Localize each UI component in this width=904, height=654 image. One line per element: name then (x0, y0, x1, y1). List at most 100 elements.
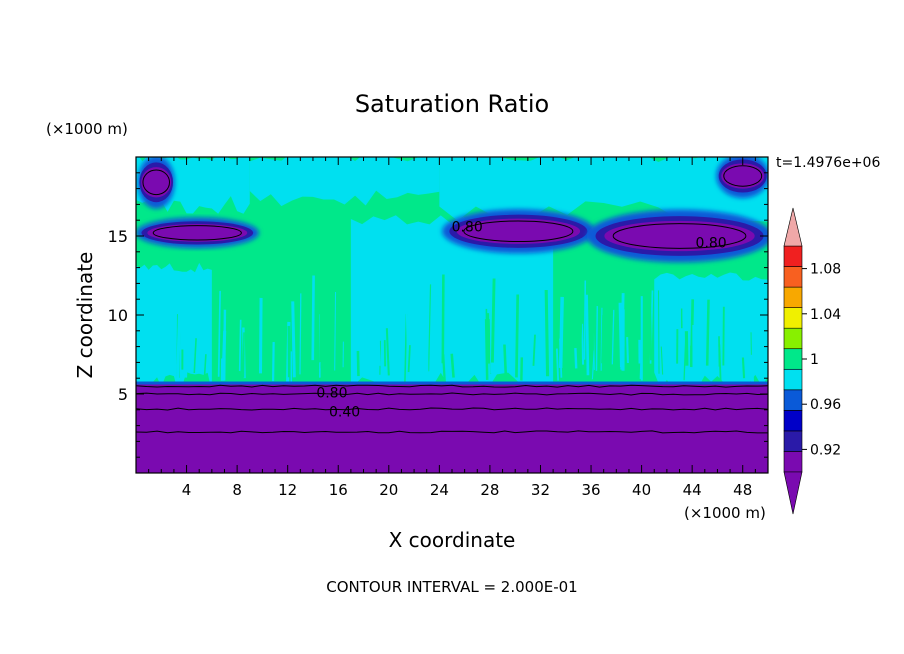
x-tick-label: 24 (430, 481, 449, 499)
convective-streak (589, 297, 593, 366)
convective-streak (441, 274, 445, 364)
convective-streak (389, 297, 393, 362)
convective-streak (450, 353, 455, 378)
colorbar-bin (783, 307, 803, 329)
contour-lines (136, 165, 768, 434)
colorbar-bin (783, 286, 803, 308)
x-tick-label: 48 (733, 481, 752, 499)
convective-streak (660, 346, 664, 375)
dry-patch-core (141, 167, 172, 198)
convective-streak (238, 319, 242, 372)
contour-interval-footer: CONTOUR INTERVAL = 2.000E-01 (326, 578, 577, 596)
contour-label: 0.40 (329, 404, 360, 420)
colorbar-bin (783, 348, 803, 370)
moist-band-region (249, 157, 440, 207)
contour-line (142, 169, 170, 196)
convective-streak (334, 292, 337, 371)
y-tick-label: 5 (118, 385, 128, 404)
contour-line (152, 225, 242, 241)
convective-streak (356, 350, 360, 377)
convective-streak (484, 319, 489, 380)
x-tick-label: 40 (632, 481, 651, 499)
y-tick-label: 10 (108, 306, 128, 325)
convective-streak (515, 294, 520, 378)
dry-patch-core (147, 223, 248, 242)
colorbar-tick-label: 0.96 (810, 397, 841, 413)
convective-streak (299, 293, 302, 375)
convective-streak (385, 328, 390, 376)
convective-streak (407, 345, 411, 373)
x-tick-label: 8 (232, 481, 242, 499)
convective-streak (648, 278, 653, 361)
colorbar: 0.92 0.96 1 1.04 1.08 (783, 207, 841, 515)
convective-streak (193, 338, 197, 374)
contour-label: 0.80 (452, 220, 483, 236)
convective-streak (639, 354, 643, 379)
convective-streak (405, 285, 409, 362)
contour-line (136, 392, 768, 396)
convective-streak (221, 330, 227, 381)
convective-streak (375, 311, 381, 366)
convective-streak (409, 320, 414, 360)
convective-streak (725, 352, 730, 383)
convective-streak (580, 323, 585, 365)
time-label: t=1.4976e+06 (776, 155, 880, 171)
convective-streak (426, 275, 431, 363)
convective-streak (741, 357, 746, 379)
contour-label: 0.80 (316, 385, 347, 401)
convective-streak (535, 343, 540, 366)
moist-band-region (439, 157, 768, 222)
x-axis: 4 8 12 16 20 24 28 32 36 40 44 48 (148, 157, 756, 499)
colorbar-bin (783, 389, 803, 411)
convective-streak (684, 331, 689, 366)
convective-streak (579, 325, 583, 377)
dry-patch-core (456, 218, 581, 244)
colorbar-bin (783, 327, 803, 350)
convective-streak (680, 328, 684, 380)
convective-streak (371, 292, 376, 363)
colorbar-bin (783, 368, 803, 391)
convective-streak (563, 343, 566, 364)
convective-streak (242, 332, 245, 378)
x-tick-label: 12 (278, 481, 297, 499)
colorbar-tick-label: 0.92 (810, 442, 841, 458)
colorbar-bin (783, 266, 803, 288)
convective-streak (585, 294, 590, 376)
convective-streak (626, 337, 629, 364)
chart-title: Saturation Ratio (355, 90, 549, 118)
contour-line (463, 220, 574, 243)
convective-streak (249, 331, 254, 381)
colorbar-tick-label: 1.08 (810, 262, 841, 278)
y-axis-label: Z coordinate (73, 252, 97, 379)
convective-streak (291, 301, 296, 378)
convective-streak (184, 325, 190, 378)
convective-streak (544, 289, 550, 377)
convective-streak (611, 309, 615, 365)
contour-line (612, 223, 747, 249)
y-unit-label: (×1000 m) (46, 120, 128, 138)
convective-streak (190, 284, 195, 370)
colorbar-bin (783, 245, 803, 267)
convective-streak (555, 348, 560, 381)
convective-streak (749, 354, 754, 383)
x-axis-label: X coordinate (389, 528, 516, 552)
convective-streak (667, 349, 671, 371)
heatmap-field (136, 157, 768, 473)
convective-streak (705, 299, 710, 366)
convective-streak (311, 275, 315, 361)
convective-streak (423, 301, 429, 380)
x-tick-label: 28 (480, 481, 499, 499)
x-tick-label: 36 (581, 481, 600, 499)
contour-line (723, 165, 763, 187)
convective-streak (271, 341, 275, 382)
dry-patch-core (604, 220, 755, 252)
convective-streak (532, 334, 536, 366)
contour-label: 0.80 (696, 235, 727, 251)
convective-streak (559, 338, 563, 378)
colorbar-bin (783, 451, 803, 473)
convective-streak (702, 291, 706, 363)
convective-streak (442, 354, 446, 383)
convective-streak (595, 306, 599, 371)
convective-streak (678, 328, 681, 373)
